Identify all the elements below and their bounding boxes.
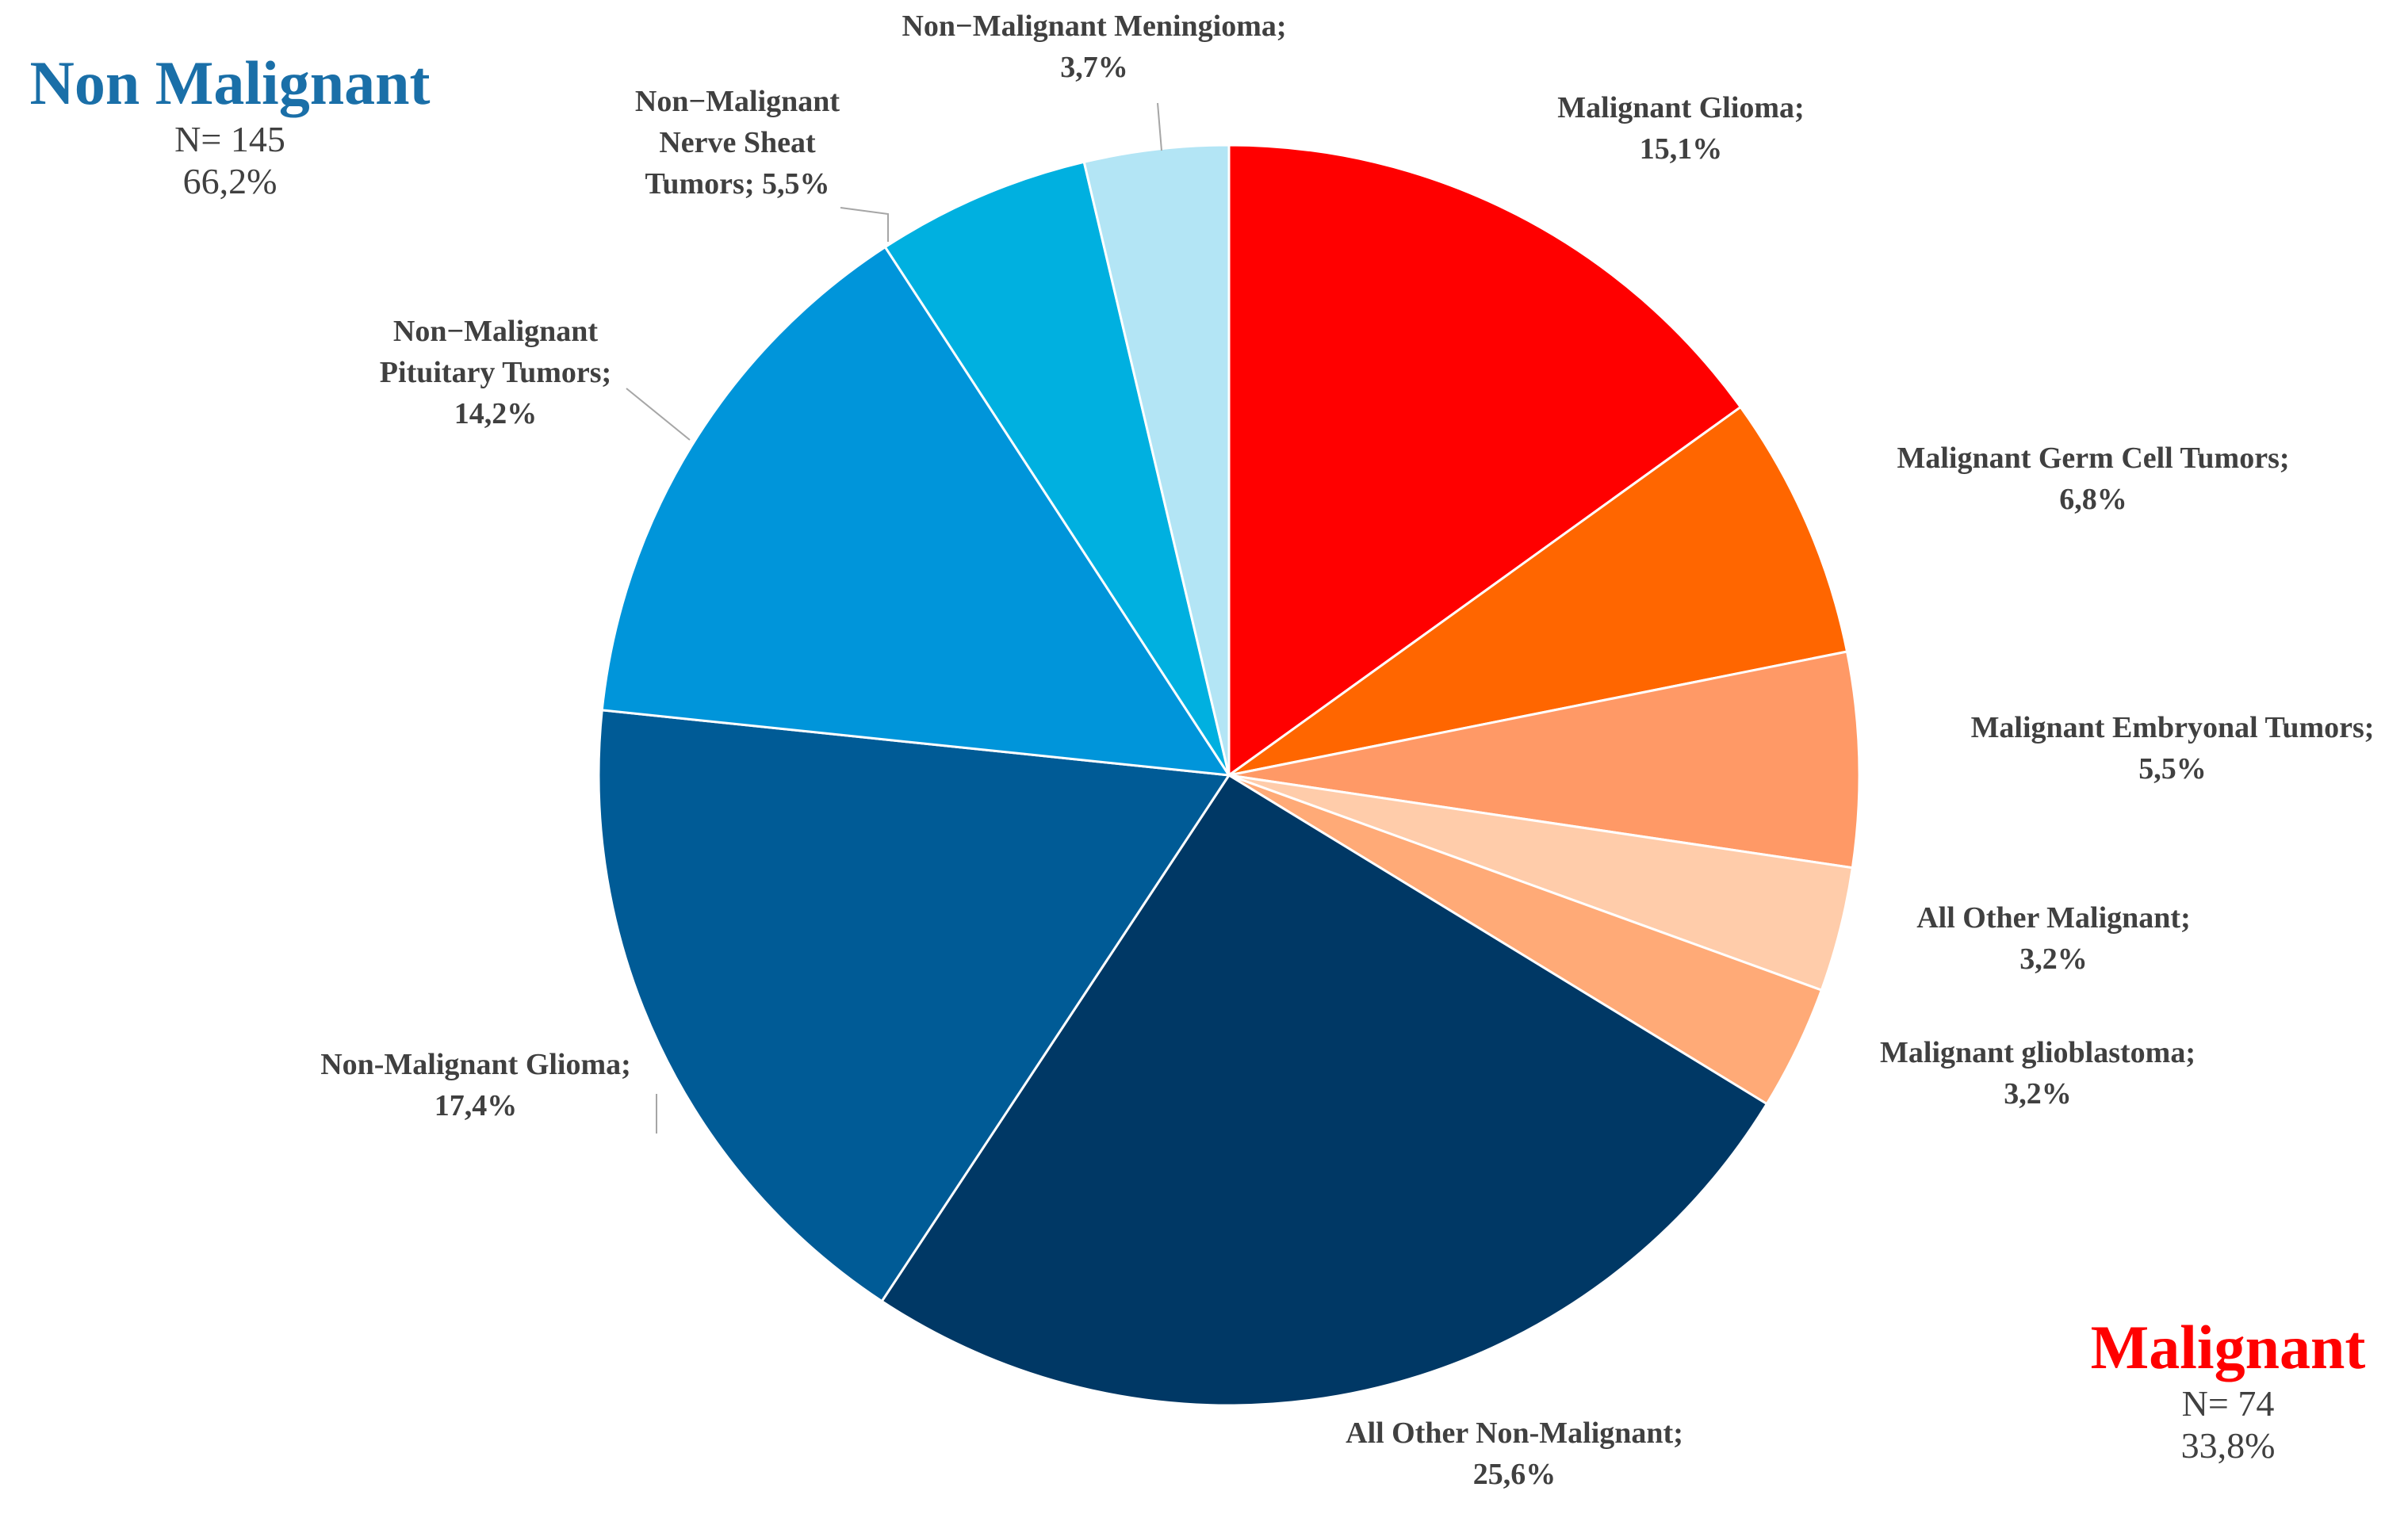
slice-label-line: Non−Malignant Meningioma; — [902, 10, 1286, 43]
leader-line — [1157, 102, 1162, 151]
slice-label: Malignant Glioma; 15,1% — [1557, 91, 1804, 166]
slice-label: Non−Malignant Pituitary Tumors; 14,2% — [380, 315, 611, 430]
slice-label-line: All Other Non-Malignant; — [1346, 1417, 1683, 1450]
pie-slices — [597, 143, 1861, 1407]
malignant-summary: Malignant N= 74 33,8% — [2062, 1312, 2395, 1466]
slice-label-line: All Other Malignant; — [1916, 901, 2191, 935]
slice-label: Malignant Germ Cell Tumors; 6,8% — [1897, 442, 2289, 516]
slice-label-line: Malignant Embryonal Tumors; — [1971, 711, 2375, 744]
slice-label: All Other Non-Malignant; 25,6% — [1346, 1417, 1683, 1491]
pie-slice — [880, 773, 1769, 1407]
pie-slice — [600, 245, 1231, 777]
pie-slice — [883, 160, 1231, 776]
slice-label-line: Malignant Germ Cell Tumors; — [1897, 442, 2289, 475]
pie-slice — [597, 709, 1231, 1303]
malignant-percent: 33,8% — [2180, 1424, 2276, 1466]
leader-lines — [626, 102, 1162, 1134]
pie-slice — [1228, 405, 1849, 777]
slice-label: Malignant glioblastoma; 3,2% — [1880, 1036, 2196, 1111]
malignant-title: Malignant — [2090, 1313, 2366, 1382]
non-malignant-title: Non Malignant — [29, 48, 431, 117]
slice-label: All Other Malignant; 3,2% — [1916, 901, 2191, 976]
slice-label-line: Non−Malignant — [635, 85, 840, 118]
slice-label-line: 3,2% — [2019, 942, 2088, 976]
slice-label-line: 25,6% — [1473, 1458, 1556, 1491]
slice-label-line: 3,7% — [1060, 51, 1128, 84]
slice-label-line: Malignant glioblastoma; — [1880, 1036, 2196, 1069]
malignant-count: N= 74 — [2181, 1382, 2275, 1424]
slice-label: Non-Malignant Glioma; 17,4% — [320, 1048, 631, 1122]
slice-label: Non−Malignant Meningioma; 3,7% — [902, 10, 1286, 84]
slice-label-line: 6,8% — [2059, 483, 2127, 516]
slice-label-line: 5,5% — [2138, 752, 2207, 786]
slice-label-line: 3,2% — [2004, 1077, 2072, 1111]
slice-label-line: 15,1% — [1640, 132, 1723, 166]
slice-label-line: Tumors; 5,5% — [645, 167, 830, 201]
slice-label-line: Non-Malignant Glioma; — [320, 1048, 631, 1081]
slice-label-line: Nerve Sheat — [659, 126, 816, 159]
slice-label-line: Pituitary Tumors; — [380, 356, 611, 389]
non-malignant-summary: Non Malignant N= 145 66,2% — [0, 48, 460, 202]
leader-line — [840, 207, 889, 242]
slice-label-line: 14,2% — [454, 397, 538, 430]
leader-line — [626, 388, 691, 441]
slice-label: Malignant Embryonal Tumors; 5,5% — [1971, 711, 2375, 786]
non-malignant-percent: 66,2% — [182, 160, 278, 201]
slice-label-line: 17,4% — [435, 1089, 518, 1122]
non-malignant-count: N= 145 — [174, 118, 285, 159]
slice-label-line: Non−Malignant — [393, 315, 598, 348]
slice-label: Non−Malignant Nerve Sheat Tumors; 5,5% — [635, 85, 840, 201]
pie-slice — [1082, 143, 1231, 776]
slice-label-line: Malignant Glioma; — [1557, 91, 1804, 124]
pie-slice — [1227, 143, 1743, 778]
pie-slice — [1228, 650, 1861, 870]
slice-labels: Malignant Glioma; 15,1% Malignant Germ Cel… — [320, 10, 2374, 1491]
